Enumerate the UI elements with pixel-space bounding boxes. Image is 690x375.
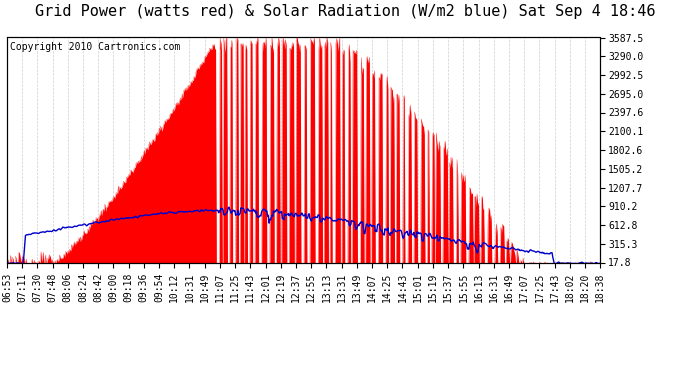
Text: Copyright 2010 Cartronics.com: Copyright 2010 Cartronics.com [10,42,180,52]
Text: Grid Power (watts red) & Solar Radiation (W/m2 blue) Sat Sep 4 18:46: Grid Power (watts red) & Solar Radiation… [34,4,655,19]
